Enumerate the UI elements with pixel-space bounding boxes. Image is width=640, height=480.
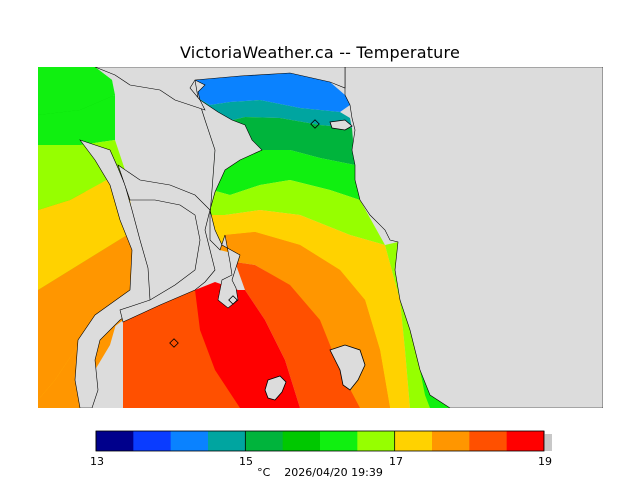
- northern-land: [94, 67, 346, 111]
- west-channel: [74, 139, 151, 408]
- colorbar-segment: [245, 431, 284, 451]
- units-label: °C: [257, 466, 271, 479]
- island-3: [329, 119, 353, 131]
- east-coastal-field: [385, 242, 450, 408]
- inner-channel: [117, 164, 216, 323]
- colorbar-segment: [432, 431, 470, 451]
- colorbar-segment: [320, 431, 358, 451]
- island-1: [329, 344, 366, 391]
- colorbar-segment: [133, 431, 172, 451]
- colorbar-segment: [282, 431, 321, 451]
- island-2: [264, 375, 287, 401]
- timestamp: 2026/04/20 19:39: [284, 466, 383, 479]
- colorbar-segment: [357, 431, 396, 451]
- station-marker-3: [169, 338, 179, 348]
- east-coastal-green: [420, 370, 450, 408]
- colorbar-segment: [506, 431, 545, 451]
- colorbar-segment: [170, 431, 209, 451]
- colorbar-label-13: 13: [90, 455, 104, 468]
- colorbar-shadow: [544, 434, 552, 451]
- eastern-land: [344, 67, 603, 408]
- colorbar-segment: [469, 431, 508, 451]
- central-peninsula: [194, 79, 263, 309]
- station-marker-2: [228, 295, 238, 305]
- caption: °C 2026/04/20 19:39: [0, 466, 640, 479]
- chart-title: VictoriaWeather.ca -- Temperature: [180, 43, 460, 62]
- colorbar-segment: [208, 431, 246, 451]
- colorbar-segment: [394, 431, 433, 451]
- colorbar-label-17: 17: [389, 455, 403, 468]
- colorbar-label-15: 15: [239, 455, 253, 468]
- colorbar: [95, 430, 552, 452]
- colorbar-segment: [96, 431, 134, 451]
- colorbar-label-19: 19: [538, 455, 552, 468]
- station-marker-1: [310, 119, 320, 129]
